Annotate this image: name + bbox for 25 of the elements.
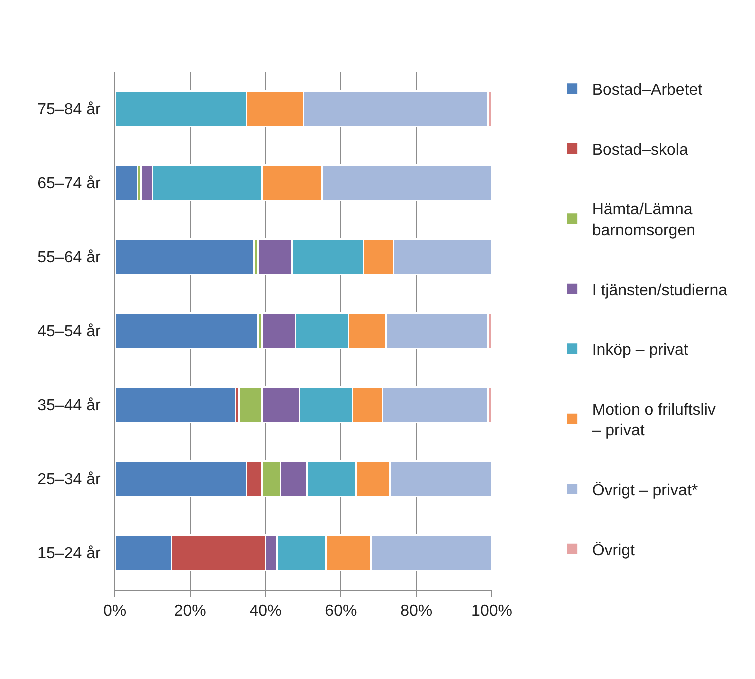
legend-label: Bostad–Arbetet — [592, 82, 704, 100]
legend-label: Övrigt – privat* — [592, 482, 698, 500]
legend-label: Motion o friluftsliv – privat — [592, 402, 716, 440]
y-tick-label: 45–54 år — [38, 324, 102, 341]
y-tick-label: 25–34 år — [38, 472, 102, 489]
bar — [115, 164, 138, 202]
y-tick-label: 65–74 år — [38, 176, 102, 193]
legend-label: Inköp – privat — [592, 342, 689, 360]
bar — [115, 238, 256, 276]
bar — [115, 386, 236, 424]
x-tick-label: 0% — [103, 603, 127, 620]
y-tick-label: 55–64 år — [38, 250, 102, 267]
legend-label: I tjänsten/studierna — [592, 282, 728, 300]
legend-label: Hämta/Lämna barnomsorgen — [592, 202, 696, 240]
y-tick-label: 75–84 år — [38, 102, 102, 119]
legend-label: Bostad–skola — [592, 142, 688, 159]
bar — [115, 312, 260, 350]
x-tick-label: 80% — [400, 603, 433, 620]
legend-label: Övrigt — [592, 541, 636, 560]
x-tick-label: 20% — [174, 603, 206, 620]
x-tick-label: 100% — [472, 603, 512, 620]
y-tick-label: 35–44 år — [38, 398, 102, 415]
y-tick-label: 15–24 år — [38, 546, 102, 563]
x-tick-label: 40% — [250, 603, 282, 620]
x-tick-label: 60% — [325, 603, 358, 620]
